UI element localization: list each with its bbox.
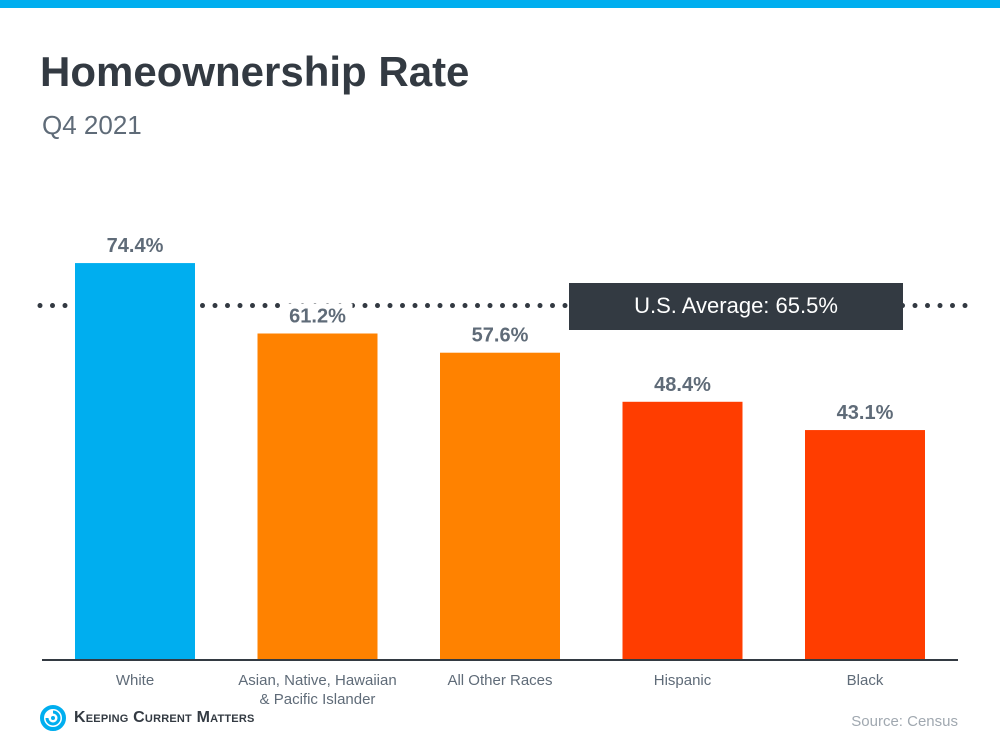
category-label-line: & Pacific Islander	[259, 691, 376, 708]
bar-0	[75, 263, 195, 660]
category-label: Asian, Native, Hawaiian & Pacific Islande…	[218, 671, 418, 709]
page-title: Homeownership Rate	[40, 48, 470, 95]
brand-logo: Keeping Current Matters	[40, 705, 255, 731]
data-label: 74.4%	[107, 235, 164, 257]
category-label: White	[35, 671, 235, 690]
source-note: Source: Census	[851, 713, 958, 730]
category-label-line: Asian, Native, Hawaiian	[238, 672, 397, 689]
average-label: U.S. Average: 65.5%	[569, 282, 903, 330]
brand-name: Keeping Current Matters	[74, 709, 255, 726]
category-label: Black	[765, 671, 965, 690]
data-label: 57.6%	[472, 325, 529, 347]
bar-1	[257, 333, 378, 660]
bar-3	[622, 401, 743, 660]
bar-2	[440, 352, 560, 660]
page-subtitle: Q4 2021	[42, 110, 142, 140]
data-label-bg	[282, 303, 353, 328]
data-label-bg	[465, 322, 535, 347]
category-label-line: Hispanic	[653, 672, 712, 689]
category-label-line: White	[115, 672, 155, 689]
category-label: Hispanic	[583, 671, 783, 690]
bar-4	[805, 430, 925, 660]
category-label-line: Black	[846, 672, 884, 689]
category-label-line: All Other Races	[447, 672, 553, 689]
top-accent-bar	[0, 0, 1000, 8]
data-label-bg	[647, 371, 718, 396]
data-label: 43.1%	[837, 402, 894, 424]
data-label-bg	[830, 400, 900, 425]
data-label: 61.2%	[289, 305, 346, 327]
data-label-bg	[100, 233, 170, 258]
swirl-logo-icon	[40, 705, 66, 731]
data-label: 48.4%	[654, 374, 711, 396]
category-label: All Other Races	[400, 671, 600, 690]
